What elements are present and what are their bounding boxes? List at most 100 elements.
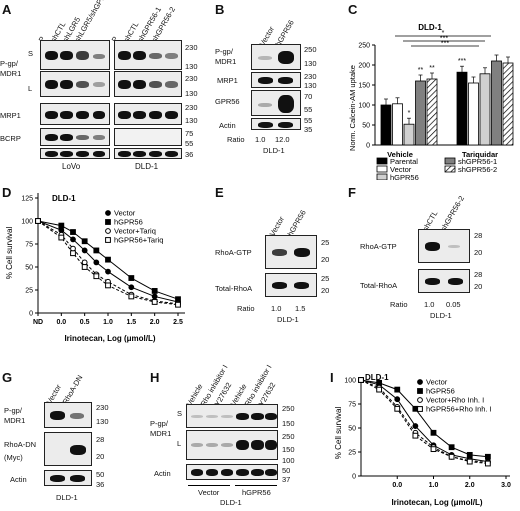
series-line-hgpr56-rho-inh-i [360, 379, 488, 465]
y-tick-label: 0 [352, 474, 356, 481]
data-point [394, 405, 401, 412]
blot-dld1-mrp1 [114, 103, 182, 125]
bar-hgpr56 [479, 73, 491, 146]
row-label: (Myc) [4, 453, 23, 462]
mw-marker: 25 [321, 274, 330, 283]
row-label: P-gp/ [4, 406, 22, 415]
row-label: P-gp/ [150, 419, 168, 428]
legend-label: Vector [114, 209, 136, 218]
y-tick-label: 75 [348, 402, 356, 409]
data-point [376, 386, 383, 393]
data-point [70, 250, 76, 257]
data-point [128, 293, 135, 300]
mw-marker: 150 [282, 419, 295, 428]
chart-title: DLD-1 [52, 194, 76, 203]
blot-dld1-pgp-l [114, 71, 182, 97]
legend-swatch [376, 165, 388, 173]
s-label: S [177, 409, 183, 418]
lane-label: hGPR56 [285, 208, 308, 238]
blot-f-rhoa-gtp [418, 229, 470, 263]
y-axis-label: Norm. Calcein-AM uptake [348, 65, 357, 151]
data-point [58, 222, 65, 229]
blot-b-gpr56 [251, 90, 301, 116]
data-point [430, 446, 437, 453]
data-point [484, 460, 491, 467]
x-tick-label: 2.0 [465, 482, 475, 489]
blot-dld1-pgp-s [114, 40, 182, 70]
bar-vector [392, 103, 403, 146]
mw-marker: 250 [282, 404, 295, 413]
ratio-value: 1.5 [295, 304, 306, 313]
x-tick-label: 2.5 [173, 319, 183, 326]
legend-label: shGPR56-1 [458, 157, 497, 166]
data-point [175, 301, 181, 308]
row-label: RhoA-GTP [360, 242, 397, 251]
cell-line-label: DLD-1 [56, 493, 78, 502]
panel-f-label: F [348, 185, 356, 200]
series-line-vector [360, 379, 488, 463]
y-tick-label: 100 [358, 103, 370, 110]
x-group-label: Tariquidar [462, 150, 498, 159]
legend-label: hGPR56 [390, 173, 419, 180]
bar-vector [468, 82, 479, 146]
blot-h-actin [186, 464, 278, 480]
x-tick-label: 1.5 [126, 319, 136, 326]
mw-marker: 250 [304, 45, 317, 54]
bar-shgpr56-1 [415, 80, 426, 146]
panel-f: shCTL shGPR56-2 RhoA-GTP Total-RhoA 28 2… [350, 185, 520, 345]
x-tick-label: ND [33, 319, 43, 326]
blot-g-rhoa-dn [44, 432, 92, 466]
data-point [466, 451, 473, 458]
y-axis-label: % Cell survival [5, 227, 14, 280]
data-point [105, 282, 111, 289]
blot-h-pgp-l [186, 430, 278, 460]
data-point [81, 247, 88, 254]
mw-marker: 130 [304, 59, 317, 68]
data-point [151, 299, 158, 305]
ratio-value: 12.0 [275, 135, 290, 144]
series-line-hgpr56 [360, 379, 488, 458]
data-point [128, 275, 135, 281]
blot-lovo-pgp-l [40, 71, 110, 97]
y-tick-label: 25 [25, 288, 33, 295]
row-label: MDR1 [215, 57, 237, 66]
data-point [81, 264, 88, 270]
data-point [412, 405, 419, 412]
data-point [58, 234, 65, 241]
legend-label: hGPR56 [114, 218, 143, 227]
panel-d-label: D [2, 185, 12, 200]
row-label: P-gp/ [215, 47, 233, 56]
data-point [151, 288, 158, 294]
mw-marker: 130 [304, 81, 317, 90]
mw-marker: 28 [474, 270, 483, 279]
legend-label: hGPR56 [426, 387, 455, 396]
mw-marker: 20 [321, 286, 330, 295]
mw-marker: 230 [185, 74, 198, 83]
mw-marker: 230 [185, 103, 198, 112]
row-label: MDR1 [150, 429, 172, 438]
mw-marker: 150 [282, 445, 295, 454]
cell-line-label: DLD-1 [263, 146, 285, 155]
blot-b-actin [251, 118, 301, 130]
blot-e-rhoa-gtp [265, 235, 317, 269]
data-point [93, 247, 100, 254]
panel-a-label: A [2, 2, 12, 17]
lane-label: RhoA-DN [60, 373, 85, 406]
mw-marker: 28 [474, 231, 483, 240]
row-label: MDR1 [0, 69, 22, 78]
y-tick-label: 250 [358, 43, 370, 50]
sig-mark: *** [441, 41, 449, 48]
row-label: MRP1 [0, 111, 21, 120]
mw-marker: 250 [282, 432, 295, 441]
legend-marker [105, 237, 111, 243]
mw-marker: 36 [185, 150, 194, 159]
row-label: BCRP [0, 134, 21, 143]
mw-marker: 50 [96, 470, 105, 479]
panel-h-label: H [150, 370, 160, 385]
row-label: RhoA-GTP [215, 248, 252, 257]
mw-marker: 70 [304, 92, 313, 101]
blot-e-total-rhoa [265, 273, 317, 297]
legend-marker [105, 228, 111, 234]
sig-mark: *** [440, 36, 448, 43]
x-tick-label: 0.0 [56, 319, 66, 326]
